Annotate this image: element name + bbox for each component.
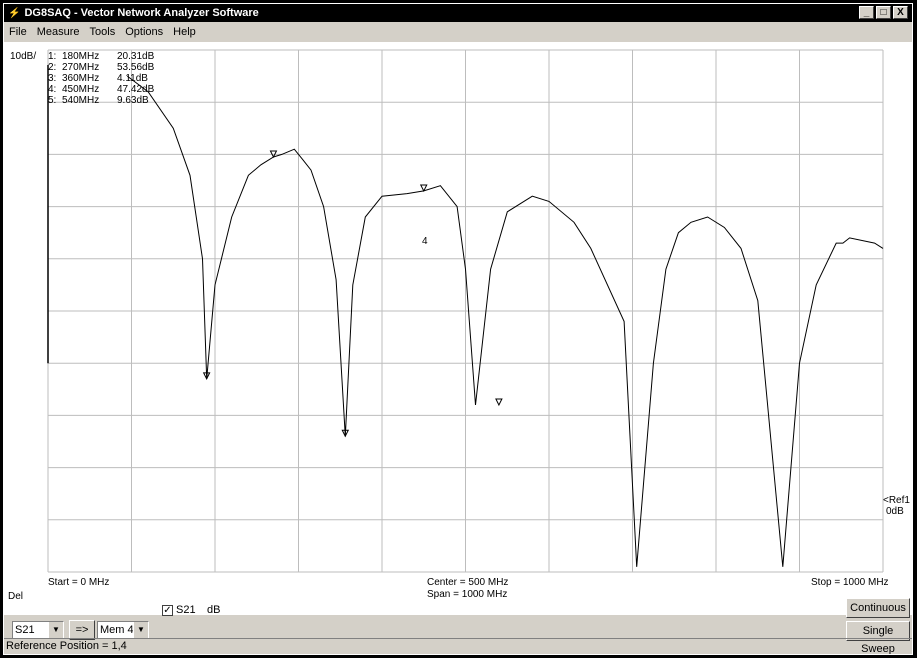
menu-tools[interactable]: Tools (89, 26, 116, 38)
window-title: DG8SAQ - Vector Network Analyzer Softwar… (24, 7, 259, 19)
assign-memory-button[interactable]: => (69, 620, 95, 640)
menu-file[interactable]: File (9, 26, 27, 38)
maximize-button[interactable]: □ (876, 6, 891, 19)
chevron-down-icon[interactable]: ▼ (133, 622, 148, 638)
trace-select[interactable]: S21 ▼ (12, 621, 64, 639)
chevron-down-icon[interactable]: ▼ (48, 622, 63, 638)
marker-triangle (495, 398, 503, 407)
start-label: Start = 0 MHz (48, 577, 110, 588)
menu-measure[interactable]: Measure (36, 26, 80, 38)
marker-triangle (419, 184, 428, 193)
status-text: Reference Position = 1,4 (6, 640, 127, 652)
stop-label: Stop = 1000 MHz (811, 577, 889, 588)
ref-value-label: 0dB (886, 506, 904, 517)
memory-select-value: Mem 4 (100, 624, 134, 636)
vna-app-icon: ⚡ (8, 7, 21, 19)
menu-options[interactable]: Options (125, 26, 164, 38)
scale-label: 10dB/ (10, 51, 37, 62)
unit-label: dB (207, 604, 221, 616)
menu-bar: File Measure Tools Options Help (4, 23, 201, 41)
marker-triangle (341, 429, 350, 438)
s21-checkbox-label: S21 (176, 604, 196, 616)
title-bar: ⚡ DG8SAQ - Vector Network Analyzer Softw… (4, 4, 912, 22)
s21-chart[interactable] (4, 42, 912, 615)
plot-area[interactable]: 10dB/ 1: 180MHz 20.31dB 2: 270MHz 53.56dB 3:… (4, 42, 912, 615)
app-window: ⚡ DG8SAQ - Vector Network Analyzer Softw… (3, 3, 913, 655)
marker-row: 1: 180MHz 20.31dB (48, 51, 155, 62)
del-label: Del (8, 591, 24, 602)
menu-help[interactable]: Help (173, 26, 196, 38)
marker-row: 3: 360MHz 4.11dB (48, 73, 148, 84)
continuous-button[interactable]: Continuous (846, 598, 910, 618)
marker-table: 1: 180MHz 20.31dB 2: 270MHz 53.56dB 3: 360MHz… (48, 51, 154, 106)
memory-select[interactable]: Mem 4 ▼ (97, 621, 149, 639)
minimize-button[interactable]: _ (859, 6, 874, 19)
s21-checkbox[interactable]: ✓ (162, 605, 173, 616)
center-label: Center = 500 MHz (427, 577, 509, 588)
close-button[interactable]: X (893, 6, 908, 19)
ref-marker-label: <Ref1 (883, 495, 910, 506)
marker-row: 5: 540MHz 9.63dB (48, 95, 149, 106)
marker-triangle (202, 372, 211, 380)
trace-select-value: S21 (15, 624, 35, 636)
marker-4-tag: 4 (422, 236, 428, 247)
marker-row: 2: 270MHz 53.56dB (48, 62, 155, 73)
trace-s21 (126, 75, 884, 567)
span-label: Span = 1000 MHz (427, 589, 508, 600)
marker-row: 4: 450MHz 47.42dB (48, 84, 155, 95)
marker-triangle (269, 150, 278, 159)
single-sweep-button[interactable]: Single Sweep (846, 621, 910, 654)
status-bar: Reference Position = 1,4 (4, 638, 912, 654)
